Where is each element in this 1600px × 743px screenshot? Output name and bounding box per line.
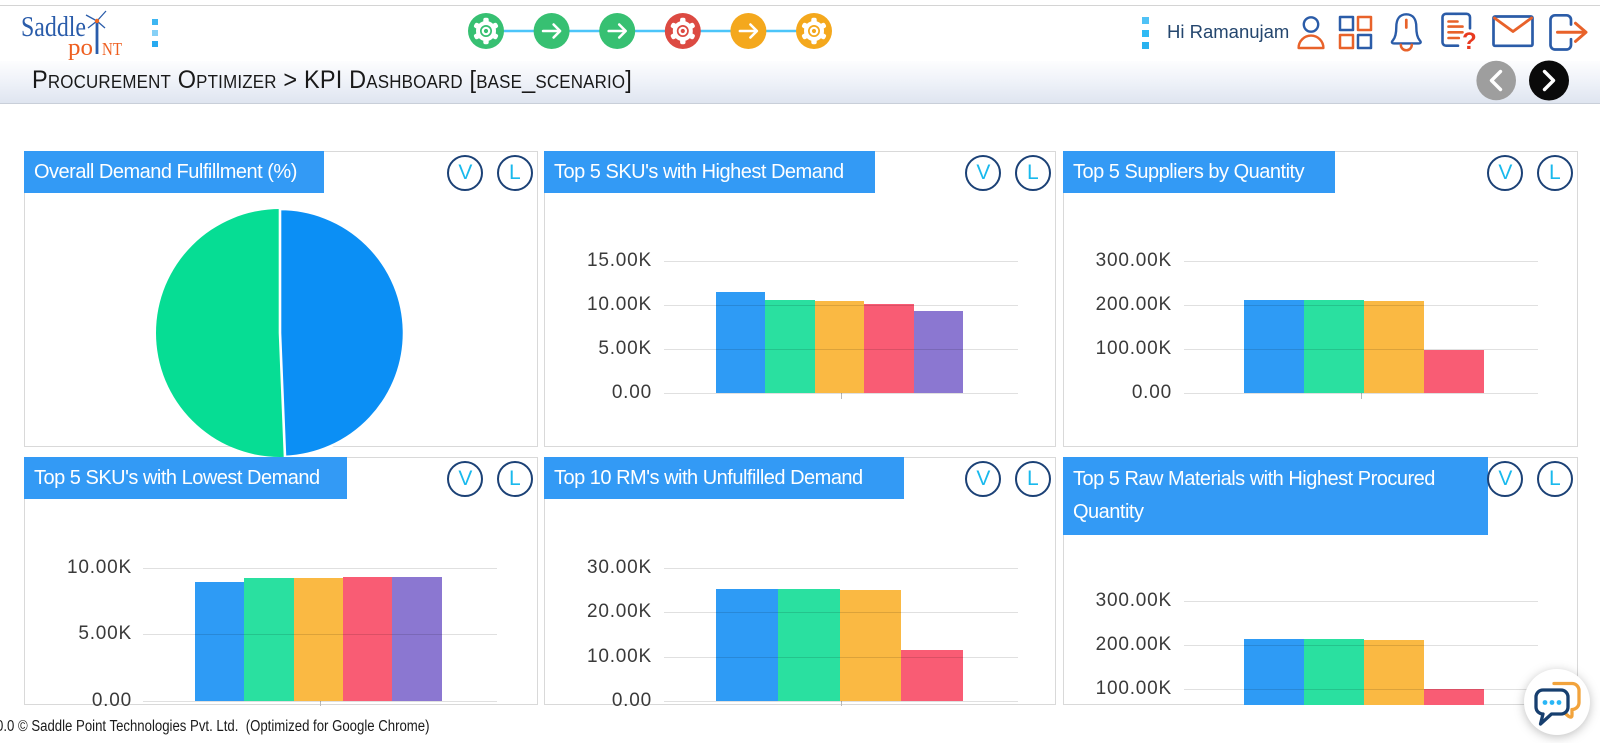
svg-text:NT: NT [102, 39, 122, 59]
svg-text:?: ? [1462, 28, 1477, 55]
svg-text:po: po [68, 35, 93, 61]
svg-text:Saddle: Saddle [21, 12, 86, 43]
